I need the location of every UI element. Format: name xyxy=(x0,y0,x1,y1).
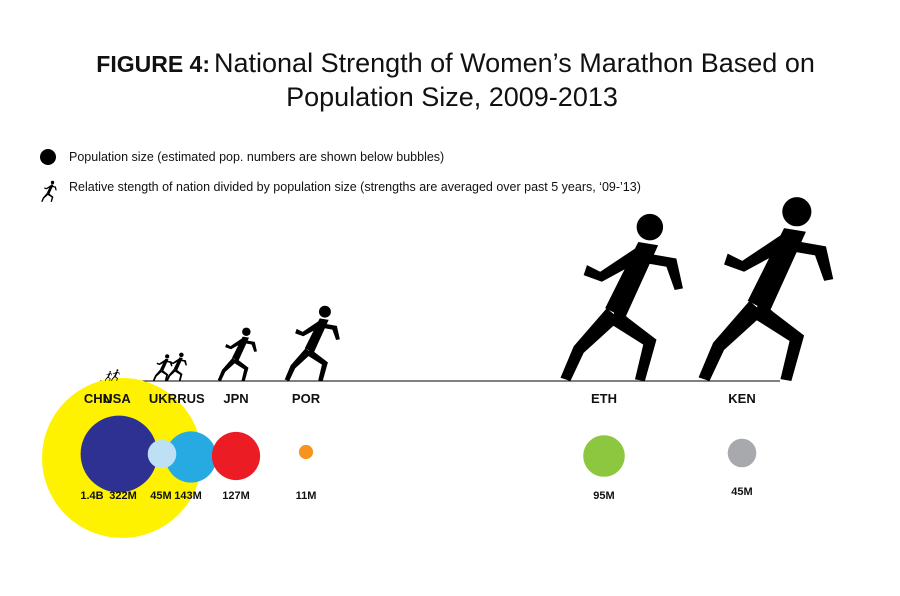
country-label-ken: KEN xyxy=(728,391,755,406)
legend-circle-icon xyxy=(40,149,56,165)
population-labels: 1.4B 322M 45M 143M 127M 11M 95M 45M xyxy=(80,486,752,502)
runner-icon-por xyxy=(284,305,340,381)
chart-title: FIGURE 4: National Strength of Women’s M… xyxy=(96,48,815,112)
chart-title-line-2: Population Size, 2009-2013 xyxy=(286,82,618,112)
legend-runner-icon xyxy=(41,180,57,202)
legend-population-text: Population size (estimated pop. numbers … xyxy=(69,150,444,164)
country-label-ukr: UKR xyxy=(149,391,178,406)
bubble-usa xyxy=(80,415,158,493)
bubble-jpn xyxy=(211,431,261,481)
legend: Population size (estimated pop. numbers … xyxy=(40,149,641,202)
country-label-por: POR xyxy=(292,391,321,406)
legend-strength-text: Relative stength of nation divided by po… xyxy=(69,180,641,194)
bubble-ken xyxy=(727,438,757,468)
strength-runners xyxy=(104,197,834,381)
chart-title-line-1: National Strength of Women’s Marathon Ba… xyxy=(214,48,815,78)
chart-title-prefix: FIGURE 4: xyxy=(96,51,210,77)
population-label-ukr: 45M xyxy=(150,490,171,502)
bubble-por xyxy=(298,444,314,460)
bubble-eth xyxy=(583,435,625,477)
bubble-rus xyxy=(165,431,217,483)
runner-icon-rus xyxy=(166,352,187,381)
runner-icon-eth xyxy=(560,213,683,381)
country-label-rus: RUS xyxy=(177,391,205,406)
population-label-chn: 1.4B xyxy=(80,490,103,502)
runner-icon-ken xyxy=(698,197,834,381)
country-label-eth: ETH xyxy=(591,391,617,406)
population-label-rus: 143M xyxy=(174,490,202,502)
population-label-ken: 45M xyxy=(731,486,752,498)
population-label-jpn: 127M xyxy=(222,490,250,502)
population-label-por: 11M xyxy=(296,490,317,502)
country-label-chn: CHN xyxy=(84,391,112,406)
country-label-usa: USA xyxy=(103,391,131,406)
population-bubbles xyxy=(42,378,757,538)
population-label-eth: 95M xyxy=(593,490,614,502)
population-label-usa: 322M xyxy=(109,490,137,502)
runner-icon-jpn xyxy=(217,327,257,381)
bubble-ukr xyxy=(147,439,177,469)
country-label-jpn: JPN xyxy=(223,391,248,406)
